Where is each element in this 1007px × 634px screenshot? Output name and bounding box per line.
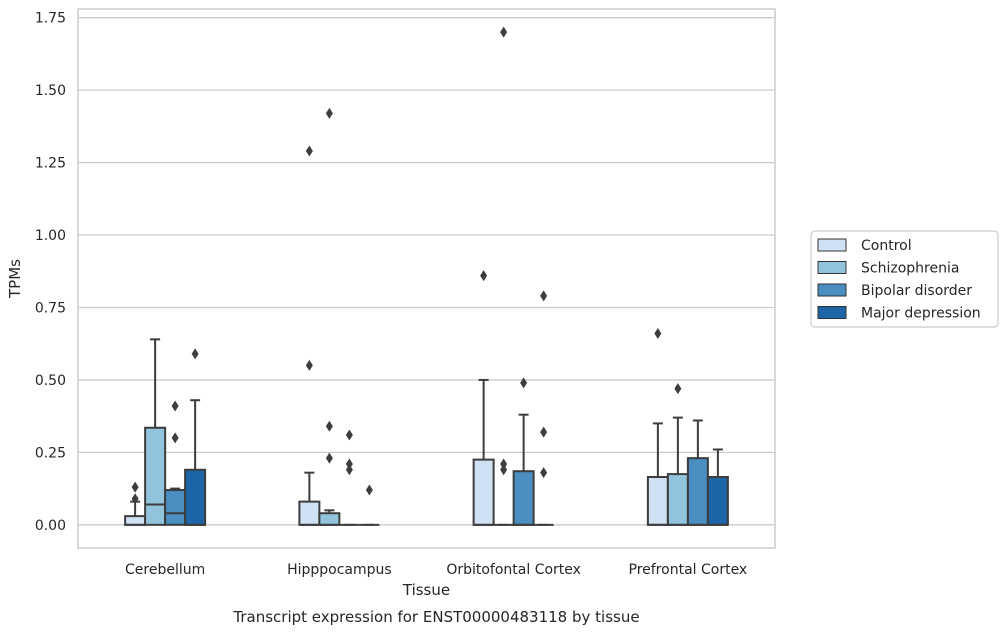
legend-label: Control	[861, 238, 912, 254]
x-tick-label: Orbitofontal Cortex	[446, 562, 581, 578]
box	[472, 458, 495, 526]
x-axis-label: Tissue	[402, 581, 450, 599]
series-bipolar-disorder	[164, 377, 709, 526]
outlier-point	[191, 348, 199, 360]
outlier-point	[345, 464, 353, 476]
outlier-point	[540, 290, 548, 302]
legend: Control Schizophrenia Bipolar disorder Majo…	[810, 230, 999, 328]
y-tick-label: 1.00	[35, 228, 66, 244]
box	[646, 476, 669, 526]
box-series	[124, 26, 729, 526]
series-schizophrenia	[144, 26, 689, 526]
y-tick-labels: 0.00 0.25 0.50 0.75 1.00 1.25 1.50 1.75	[35, 11, 66, 534]
legend-label: Schizophrenia	[861, 261, 959, 277]
outlier-point	[365, 484, 373, 496]
outlier-point	[325, 107, 333, 119]
outlier-point	[171, 432, 179, 444]
legend-label: Bipolar disorder	[861, 283, 972, 299]
y-tick-label: 0.75	[35, 300, 66, 316]
outlier-point	[674, 383, 682, 395]
box	[512, 470, 535, 526]
box	[144, 426, 167, 526]
outlier-point	[345, 458, 353, 470]
outlier-point	[325, 452, 333, 464]
y-axis-label: TPMs	[6, 259, 24, 299]
outlier-point	[500, 464, 508, 476]
box	[706, 476, 729, 526]
plot-frame	[77, 8, 776, 549]
y-tick-label: 1.25	[35, 156, 66, 172]
y-tick-label: 1.50	[35, 83, 66, 99]
outlier-point	[654, 328, 662, 340]
legend-swatch	[817, 306, 847, 319]
y-tick-label: 0.25	[35, 445, 66, 461]
box	[318, 512, 341, 526]
outlier-point	[540, 467, 548, 479]
legend-frame	[810, 230, 999, 328]
grid-lines	[78, 17, 775, 526]
outlier-point	[131, 481, 139, 493]
legend-swatch	[817, 283, 847, 297]
outlier-point	[500, 26, 508, 38]
legend-label: Major depression	[861, 306, 981, 322]
outlier-point	[500, 458, 508, 470]
outlier-point	[171, 400, 179, 412]
y-tick-label: 0.50	[35, 373, 66, 389]
box	[686, 457, 709, 526]
x-tick-label: Prefrontal Cortex	[629, 562, 748, 578]
y-tick-label: 0.00	[35, 518, 66, 534]
box	[666, 473, 689, 526]
x-tick-labels: Cerebellum Hipppocampus Orbitofontal Corte…	[125, 562, 747, 578]
outlier-point	[540, 426, 548, 438]
box	[298, 500, 321, 526]
outlier-point	[520, 377, 528, 389]
box	[164, 489, 187, 526]
legend-swatch	[817, 238, 847, 252]
outlier-point	[131, 493, 139, 505]
x-tick-label: Cerebellum	[125, 562, 205, 578]
x-tick-label: Hipppocampus	[287, 562, 392, 578]
outlier-point	[305, 145, 313, 157]
box	[124, 515, 147, 526]
outlier-point	[305, 359, 313, 371]
series-major-depression	[184, 290, 729, 526]
box	[184, 468, 207, 526]
outlier-point	[480, 270, 488, 282]
outlier-point	[325, 420, 333, 432]
outlier-point	[345, 429, 353, 441]
legend-swatch	[817, 261, 847, 274]
series-control	[124, 145, 669, 526]
y-tick-label: 1.75	[35, 11, 66, 27]
chart-caption: Transcript expression for ENST0000048311…	[232, 608, 639, 626]
